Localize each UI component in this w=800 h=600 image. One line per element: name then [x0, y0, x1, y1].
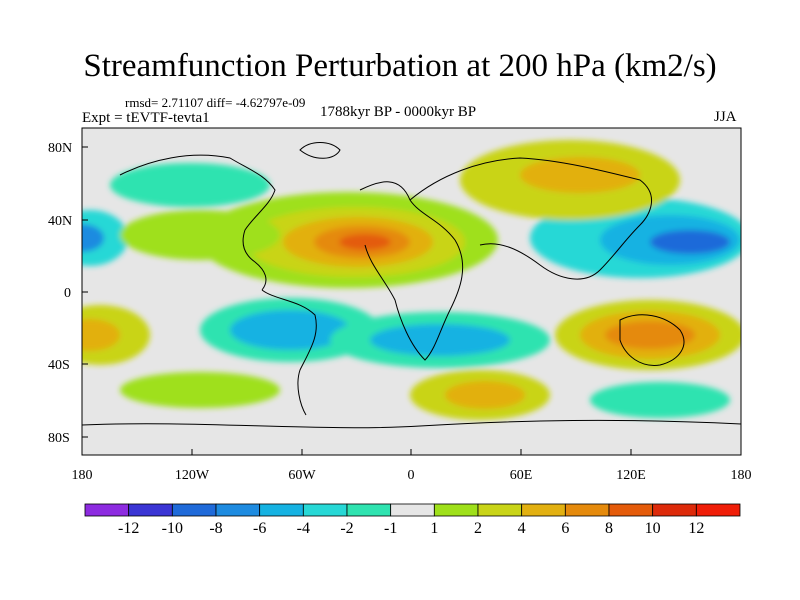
north-america-coast: [119, 154, 276, 291]
lat-label-40n: 40N: [48, 214, 72, 229]
colorbar-label: -2: [340, 520, 353, 537]
stats-text: rmsd= 2.71107 diff= -4.62797e-09: [125, 95, 306, 110]
colorbar-swatch: [215, 503, 261, 517]
colorbar-swatch: [128, 503, 173, 517]
colorbar-label: -12: [118, 520, 139, 537]
field-pacific-west-negative-2: [82, 224, 104, 252]
season-label: JJA: [714, 109, 737, 125]
colorbar-label: 1: [430, 520, 438, 537]
lat-label-80s: 80S: [48, 431, 70, 446]
australia-coast: [619, 314, 685, 366]
colorbar-swatch: [84, 503, 130, 517]
colorbar: [84, 503, 741, 517]
field-eurasia-positive-2: [520, 157, 640, 193]
colorbar-swatch: [608, 503, 654, 517]
colorbar-swatch: [521, 503, 566, 517]
lon-label-120e: 120E: [616, 468, 646, 483]
colorbar-swatch: [302, 503, 348, 517]
colorbar-swatch: [564, 503, 610, 517]
field-south-africa-negative-2: [370, 324, 510, 356]
lat-label-0: 0: [64, 286, 71, 301]
period-label: 1788kyr BP - 0000kyr BP: [320, 104, 477, 120]
colorbar-swatch: [695, 503, 741, 517]
eurasia-coast: [409, 157, 652, 280]
lon-label-120w: 120W: [175, 468, 210, 483]
colorbar-swatch: [652, 503, 697, 517]
colorbar-label: 8: [605, 520, 613, 537]
colorbar-label: 6: [561, 520, 569, 537]
antarctica-coast: [82, 419, 741, 429]
lat-label-80n: 80N: [48, 141, 72, 156]
lon-label-180w: 180: [72, 468, 93, 483]
south-america-coast: [261, 289, 317, 416]
colorbar-label: -10: [162, 520, 183, 537]
lon-tick-marks: [191, 449, 632, 455]
lat-label-40s: 40S: [48, 358, 70, 373]
colorbar-swatch: [390, 503, 435, 517]
colorbar-label: 10: [645, 520, 661, 537]
colorbar-label: -4: [297, 520, 310, 537]
streamfunction-field: [82, 140, 741, 420]
field-south-america-negative-2: [230, 310, 350, 350]
colorbar-label: -8: [209, 520, 222, 537]
lat-tick-marks: [82, 146, 88, 438]
map-title: Streamfunction Perturbation at 200 hPa (…: [83, 48, 717, 84]
colorbar-swatch: [171, 503, 217, 517]
colorbar-swatch: [433, 503, 479, 517]
lon-label-0: 0: [408, 468, 415, 483]
field-southern-ocean-positive-2: [445, 381, 525, 409]
colorbar-label: 4: [518, 520, 526, 537]
lon-label-60e: 60E: [510, 468, 533, 483]
colorbar-label: 2: [474, 520, 482, 537]
experiment-label: Expt = tEVTF-tevta1: [82, 110, 210, 126]
colorbar-label: 12: [688, 520, 704, 537]
field-north-pacific-negative-3: [650, 230, 730, 254]
field-north-america-positive: [120, 210, 280, 260]
lon-tick-labels: 180 120W 60W 0 60E 120E 180: [72, 468, 752, 483]
colorbar-label: -6: [253, 520, 266, 537]
lon-label-180e: 180: [731, 468, 752, 483]
field-south-atlantic-positive: [120, 372, 280, 408]
colorbar-swatch: [346, 503, 392, 517]
field-antarctic-negative: [590, 382, 730, 418]
greenland-coast: [299, 142, 341, 159]
field-north-atlantic-positive-8: [339, 234, 391, 250]
colorbar-swatch: [259, 503, 304, 517]
colorbar-label: -1: [384, 520, 397, 537]
field-australia-positive-3: [605, 321, 695, 349]
coastlines: [82, 142, 741, 429]
field-north-america-negative: [110, 163, 270, 207]
lat-tick-labels: 80N 40N 0 40S 80S: [48, 141, 72, 446]
field-south-pacific-positive-2: [82, 319, 120, 351]
colorbar-labels: -12 -10 -8 -6 -4 -2 -1 1 2 4 6 8 10 12: [118, 520, 704, 537]
colorbar-swatch: [477, 503, 523, 517]
lon-label-60w: 60W: [288, 468, 316, 483]
field-pacific-west-negative: [82, 210, 128, 266]
